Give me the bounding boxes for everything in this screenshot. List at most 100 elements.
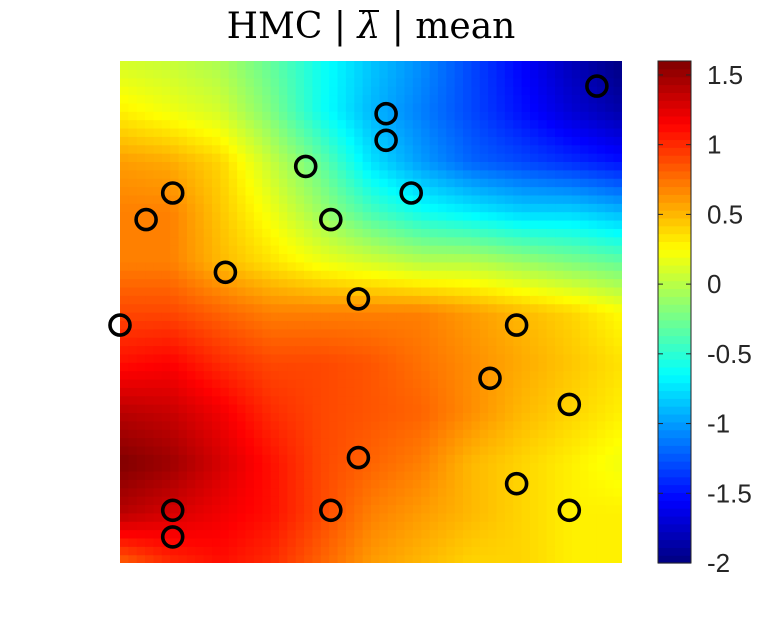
heatmap-cell (278, 144, 288, 154)
heatmap-cell (404, 454, 414, 464)
heatmap-cell (304, 61, 314, 70)
heatmap-cell (287, 136, 297, 146)
heatmap-cell (145, 261, 155, 271)
heatmap-cell (471, 178, 481, 188)
heatmap-cell (337, 94, 347, 104)
heatmap-cell (404, 479, 414, 489)
heatmap-cell (120, 404, 129, 413)
heatmap-cell (596, 169, 606, 179)
heatmap-cell (153, 94, 163, 104)
heatmap-cell (596, 512, 606, 522)
heatmap-cell (362, 94, 372, 104)
heatmap-cell (178, 312, 188, 321)
heatmap-cell (120, 362, 129, 372)
heatmap-cell (195, 69, 205, 79)
heatmap-cell (178, 378, 188, 388)
heatmap-cell (228, 504, 238, 514)
heatmap-cell (580, 345, 590, 355)
heatmap-cell (212, 420, 221, 430)
heatmap-cell (379, 479, 389, 489)
heatmap-cell (596, 537, 606, 547)
heatmap-cell (605, 303, 615, 313)
heatmap-cell (253, 504, 263, 514)
heatmap-cell (295, 186, 305, 196)
heatmap-cell (212, 320, 221, 330)
heatmap-cell (170, 395, 180, 405)
heatmap-cell (145, 203, 155, 213)
heatmap-cell (295, 253, 305, 263)
heatmap-cell (412, 236, 422, 246)
heatmap-cell (345, 337, 355, 347)
heatmap-cell (429, 136, 439, 146)
heatmap-cell (186, 295, 196, 305)
heatmap-cell (580, 445, 590, 455)
heatmap-cell (437, 529, 447, 539)
heatmap-cell (605, 161, 615, 171)
heatmap-cell (463, 119, 472, 129)
heatmap-cell (479, 127, 489, 137)
heatmap-cell (454, 203, 464, 213)
heatmap-cell (220, 404, 230, 413)
heatmap-cell (312, 86, 322, 96)
heatmap-cell (429, 278, 439, 288)
heatmap-cell (178, 512, 188, 522)
heatmap-cell (580, 286, 590, 296)
heatmap-cell (546, 395, 556, 405)
heatmap-cell (287, 86, 297, 96)
heatmap-cell (463, 404, 472, 413)
heatmap-cell (228, 353, 238, 363)
heatmap-cell (136, 337, 146, 347)
heatmap-cell (220, 94, 230, 104)
heatmap-cell (304, 270, 314, 280)
heatmap-cell (471, 554, 481, 563)
observation-point (557, 392, 582, 417)
heatmap-cell (379, 169, 389, 179)
heatmap-cell (337, 119, 347, 129)
heatmap-cell (136, 169, 146, 179)
heatmap-cell (521, 529, 531, 539)
heatmap-cell (529, 236, 539, 246)
heatmap-cell (387, 119, 397, 129)
heatmap-cell (580, 479, 590, 489)
heatmap-cell (471, 437, 481, 447)
heatmap-cell (362, 387, 372, 397)
heatmap-cell (245, 228, 255, 238)
heatmap-cell (136, 504, 146, 514)
heatmap-cell (496, 236, 506, 246)
heatmap-cell (295, 462, 305, 472)
heatmap-cell (496, 395, 506, 405)
heatmap-cell (312, 219, 322, 229)
heatmap-cell (329, 261, 339, 271)
heatmap-cell (262, 362, 272, 372)
heatmap-cell (362, 127, 372, 137)
heatmap-cell (588, 153, 598, 162)
heatmap-cell (538, 337, 548, 347)
heatmap-cell (178, 445, 188, 455)
heatmap-cell (278, 211, 288, 221)
heatmap-cell (471, 295, 481, 305)
heatmap-cell (287, 186, 297, 196)
heatmap-cell (178, 462, 188, 472)
heatmap-cell (379, 537, 389, 547)
heatmap-cell (237, 153, 247, 162)
heatmap-cell (454, 94, 464, 104)
heatmap-cell (488, 86, 498, 96)
heatmap-cell (412, 328, 422, 338)
heatmap-cell (161, 169, 171, 179)
heatmap-cell (262, 211, 272, 221)
heatmap-cell (337, 479, 347, 489)
heatmap-cell (437, 102, 447, 112)
heatmap-cell (128, 178, 138, 188)
heatmap-cell (195, 487, 205, 497)
heatmap-cell (304, 395, 314, 405)
heatmap-cell (161, 362, 171, 372)
heatmap-cell (421, 546, 431, 556)
heatmap-cell (354, 512, 364, 522)
heatmap-cell (538, 462, 548, 472)
heatmap-cell (253, 203, 263, 213)
heatmap-cell (580, 370, 590, 380)
heatmap-cell (412, 77, 422, 87)
heatmap-cell (278, 404, 288, 413)
heatmap-cell (379, 270, 389, 280)
heatmap-cell (329, 353, 339, 363)
